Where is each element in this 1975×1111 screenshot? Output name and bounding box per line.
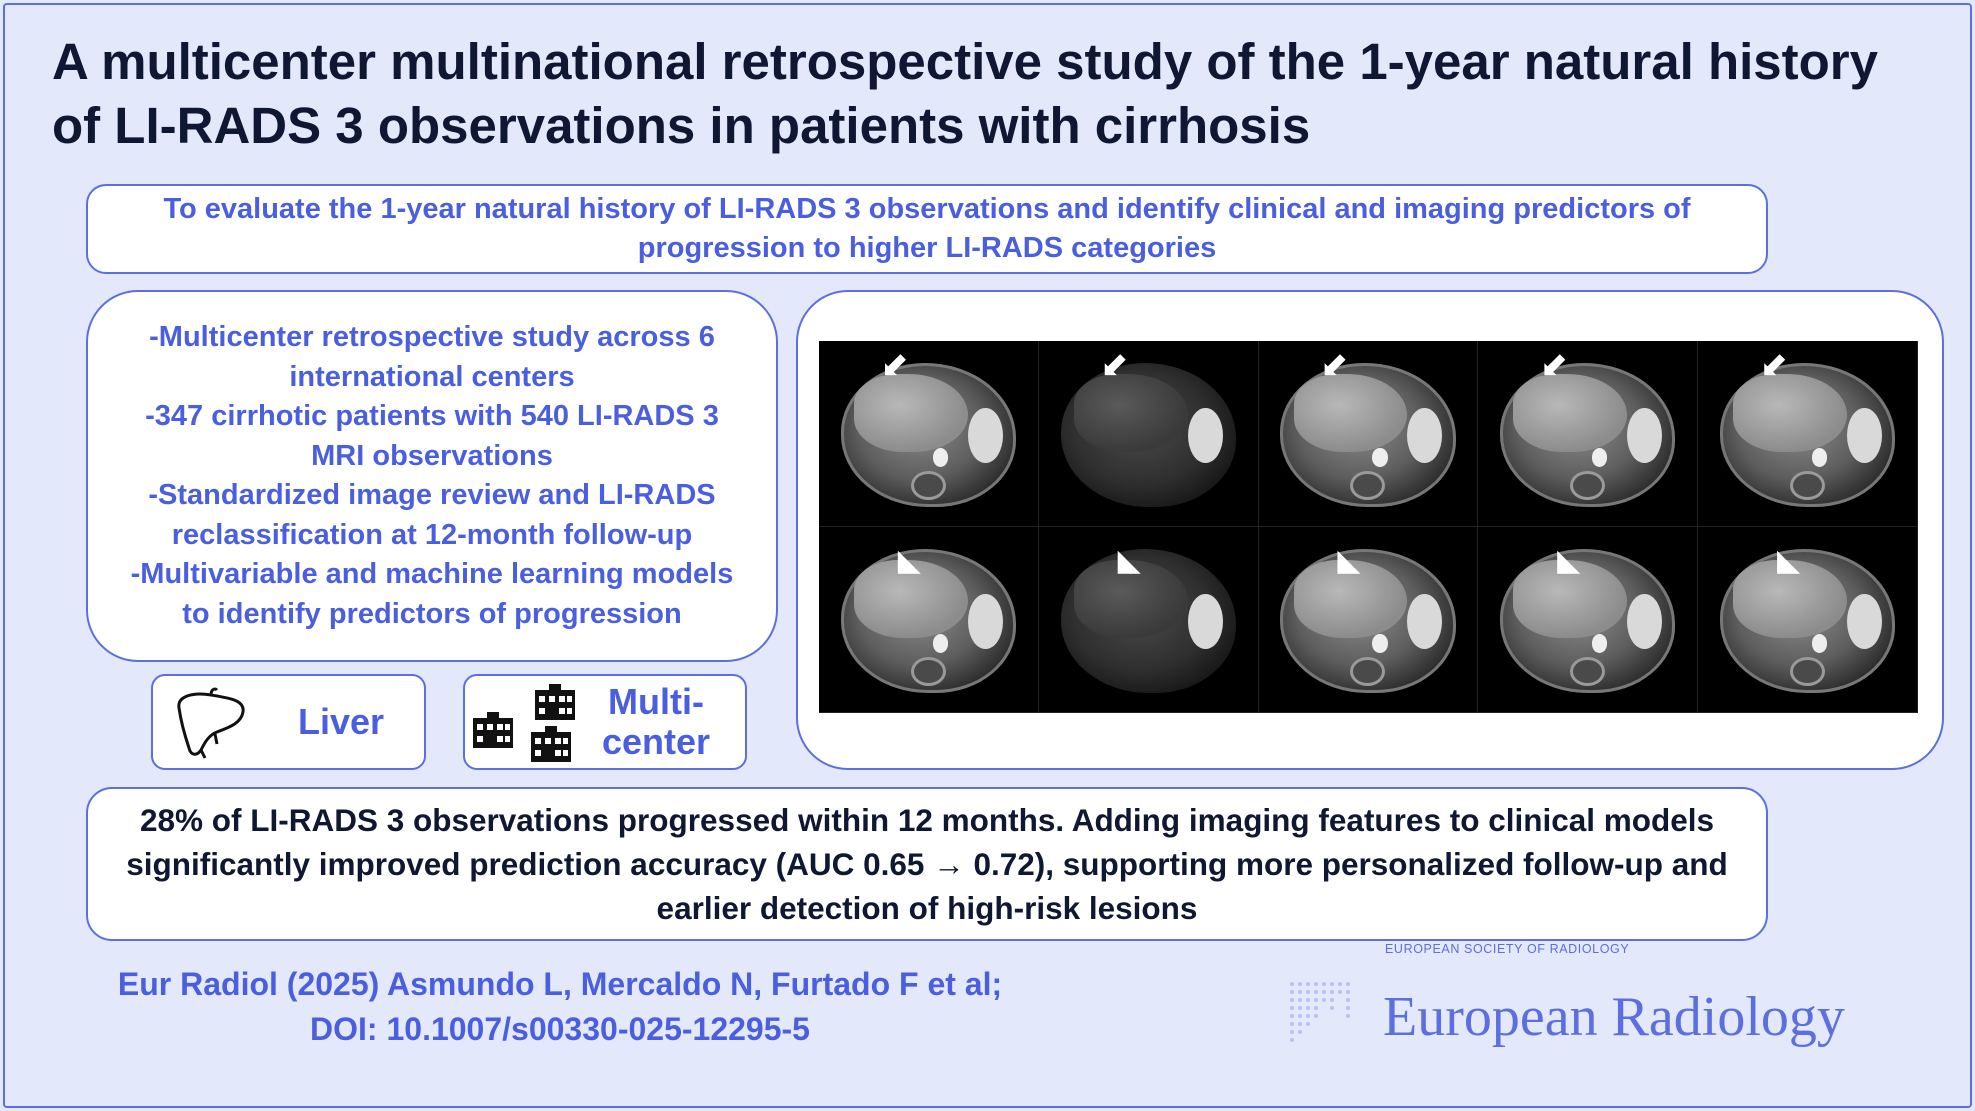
arrowhead-icon: ◣ (1776, 542, 1801, 578)
mri-image: ◣ (1038, 527, 1259, 713)
arrowhead-icon: ◣ (1557, 542, 1581, 578)
journal-logo-icon (1290, 982, 1350, 1042)
page-title: A multicenter multinational retrospectiv… (52, 33, 1879, 154)
liver-badge: Liver (151, 674, 426, 770)
methods-item: -Multicenter retrospective study across … (149, 321, 715, 393)
methods-item: -Multivariable and machine learning mode… (130, 558, 734, 630)
multicenter-badge-label: Multi-center (601, 681, 711, 762)
hospital-buildings-icon (473, 684, 575, 762)
citation-doi: DOI: 10.1007/s00330-025-12295-5 (310, 1011, 810, 1047)
mri-image: ⬋ (1038, 341, 1259, 527)
citation-authors: Eur Radiol (2025) Asmundo L, Mercaldo N,… (117, 966, 1003, 1002)
aim-text: To evaluate the 1-year natural history o… (163, 193, 1691, 264)
society-name: EUROPEAN SOCIETY OF RADIOLOGY (1385, 942, 1630, 956)
methods-box: -Multicenter retrospective study across … (86, 290, 778, 662)
mri-image: ⬋ (1258, 341, 1479, 527)
mri-image: ◣ (1698, 527, 1918, 713)
citation: Eur Radiol (2025) Asmundo L, Mercaldo N,… (60, 962, 1060, 1052)
multicenter-badge: Multi-center (463, 674, 747, 770)
arrowhead-icon: ◣ (897, 542, 921, 578)
aim-box: To evaluate the 1-year natural history o… (86, 184, 1768, 274)
methods-item: -Standardized image review and LI-RADS r… (148, 479, 716, 551)
arrow-icon: ⬋ (1539, 345, 1569, 386)
result-box: 28% of LI-RADS 3 observations progressed… (86, 787, 1768, 941)
mri-image: ⬋ (819, 341, 1039, 527)
arrowhead-icon: ◣ (1337, 542, 1361, 578)
arrow-icon: ⬋ (1759, 345, 1788, 386)
journal-name: European Radiology (1383, 986, 1845, 1048)
mri-image-panel: ⬋ ⬋ ⬋ ⬋ ⬋ ◣ ◣ ◣ ◣ ◣ (819, 341, 1918, 713)
mri-image: ⬋ (1478, 341, 1699, 527)
arrow-icon: ⬋ (880, 345, 909, 386)
liver-badge-label: Liver (297, 701, 385, 742)
liver-icon (177, 687, 245, 759)
mri-image: ⬋ (1698, 341, 1918, 527)
mri-image: ◣ (1258, 527, 1479, 713)
mri-image: ◣ (819, 527, 1039, 713)
arrow-icon: ⬋ (1319, 345, 1349, 386)
arrowhead-icon: ◣ (1117, 542, 1141, 578)
page-frame (3, 3, 1972, 1108)
result-text: 28% of LI-RADS 3 observations progressed… (126, 802, 1728, 926)
mri-image: ◣ (1478, 527, 1699, 713)
methods-item: -347 cirrhotic patients with 540 LI-RADS… (145, 400, 719, 472)
arrow-icon: ⬋ (1100, 345, 1129, 386)
